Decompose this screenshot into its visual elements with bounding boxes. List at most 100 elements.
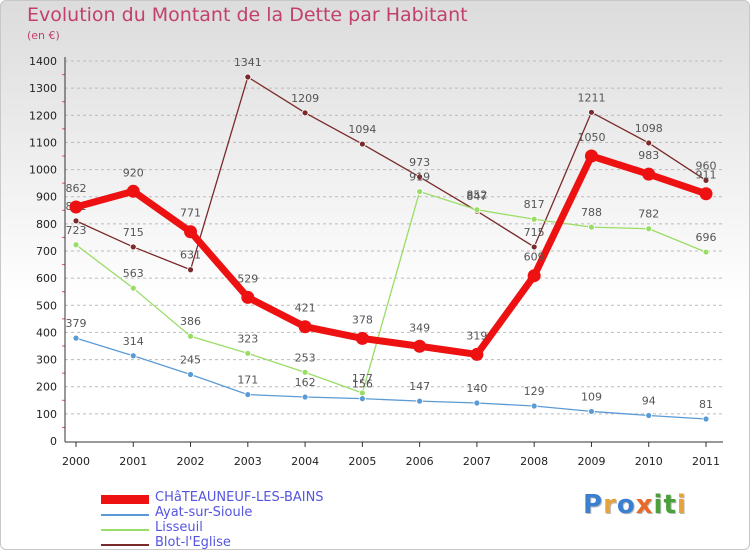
data-point-ayat-sur-sioule xyxy=(72,334,80,342)
data-point-ayat-sur-sioule xyxy=(530,402,538,410)
data-point-blot-l-eglise xyxy=(72,217,80,225)
data-label-lisseuil: 782 xyxy=(638,208,659,221)
legend-label: CHâTEAUNEUF-LES-BAINS xyxy=(155,490,324,505)
data-label-ch-teauneuf-les-bains: 609 xyxy=(524,251,545,264)
x-tick-label: 2001 xyxy=(119,455,147,468)
x-tick-label: 2003 xyxy=(234,455,262,468)
data-point-ch-teauneuf-les-bains xyxy=(355,331,369,345)
data-point-ayat-sur-sioule xyxy=(416,397,424,405)
data-label-ayat-sur-sioule: 162 xyxy=(295,376,316,389)
data-point-blot-l-eglise xyxy=(358,140,366,148)
data-point-lisseuil xyxy=(416,188,424,195)
data-label-lisseuil: 323 xyxy=(237,332,258,345)
x-tick-label: 2006 xyxy=(406,455,434,468)
proxiti-logo: Proxiti xyxy=(583,490,687,520)
data-label-ch-teauneuf-les-bains: 771 xyxy=(180,207,201,220)
legend-label: Lisseuil xyxy=(155,520,203,535)
data-point-ayat-sur-sioule xyxy=(129,352,137,360)
data-label-ayat-sur-sioule: 171 xyxy=(237,374,258,387)
logo-letter: P xyxy=(583,490,604,520)
x-tick-label: 2002 xyxy=(177,455,205,468)
y-tick-label: 300 xyxy=(36,354,57,367)
data-point-blot-l-eglise xyxy=(530,243,538,251)
data-label-lisseuil: 788 xyxy=(581,206,602,219)
data-point-lisseuil xyxy=(473,206,481,214)
data-label-lisseuil: 386 xyxy=(180,315,201,328)
data-point-blot-l-eglise xyxy=(187,266,194,274)
y-tick-label: 800 xyxy=(36,218,57,231)
x-tick-label: 2009 xyxy=(577,455,605,468)
y-tick-label: 400 xyxy=(36,326,57,339)
data-label-blot-l-eglise: 715 xyxy=(123,226,144,239)
chart-title: Evolution du Montant de la Dette par Hab… xyxy=(27,4,468,26)
data-point-ch-teauneuf-les-bains xyxy=(413,339,427,353)
logo-letter: x xyxy=(635,490,654,520)
y-tick-label: 200 xyxy=(36,381,57,394)
logo-letter: o xyxy=(616,490,636,520)
data-point-ayat-sur-sioule xyxy=(187,371,194,378)
data-label-ch-teauneuf-les-bains: 920 xyxy=(123,166,144,179)
data-label-blot-l-eglise: 973 xyxy=(409,156,430,169)
data-label-lisseuil: 696 xyxy=(696,231,717,244)
legend-label: Blot-l'Eglise xyxy=(155,535,231,550)
x-tick-label: 2005 xyxy=(348,455,376,468)
data-label-ayat-sur-sioule: 379 xyxy=(66,317,87,330)
data-label-ayat-sur-sioule: 156 xyxy=(352,378,373,391)
chart-unit: (en €) xyxy=(27,29,60,42)
data-point-ayat-sur-sioule xyxy=(702,415,710,423)
data-point-ayat-sur-sioule xyxy=(473,399,481,407)
data-point-blot-l-eglise xyxy=(416,173,424,181)
logo-letter: r xyxy=(603,490,617,520)
logo-letter: i xyxy=(676,490,687,520)
data-point-ayat-sur-sioule xyxy=(645,412,653,419)
data-point-lisseuil xyxy=(645,225,653,233)
data-point-ayat-sur-sioule xyxy=(358,395,366,403)
y-tick-label: 1000 xyxy=(29,164,57,177)
data-label-ch-teauneuf-les-bains: 529 xyxy=(237,272,258,285)
data-label-ayat-sur-sioule: 245 xyxy=(180,354,201,367)
legend-swatch xyxy=(101,495,149,504)
data-label-lisseuil: 723 xyxy=(66,224,87,237)
x-tick-label: 2008 xyxy=(520,455,548,468)
data-point-blot-l-eglise xyxy=(588,108,595,116)
data-label-lisseuil: 817 xyxy=(524,198,545,211)
data-point-ch-teauneuf-les-bains xyxy=(642,167,656,181)
data-label-lisseuil: 919 xyxy=(409,171,430,184)
data-label-blot-l-eglise: 1211 xyxy=(577,91,605,104)
y-tick-label: 100 xyxy=(36,408,57,421)
data-point-ch-teauneuf-les-bains xyxy=(126,184,140,198)
legend-swatch xyxy=(101,529,149,531)
data-point-ayat-sur-sioule xyxy=(588,408,595,415)
data-point-blot-l-eglise xyxy=(129,243,137,251)
x-tick-label: 2011 xyxy=(692,455,720,468)
logo-letter: t xyxy=(663,490,677,520)
data-label-ayat-sur-sioule: 129 xyxy=(524,385,545,398)
data-label-ch-teauneuf-les-bains: 983 xyxy=(638,149,659,162)
data-label-blot-l-eglise: 847 xyxy=(466,190,487,203)
data-point-blot-l-eglise xyxy=(244,73,252,81)
data-point-ch-teauneuf-les-bains xyxy=(584,149,598,163)
data-label-blot-l-eglise: 1341 xyxy=(234,56,262,69)
series-line-ayat-sur-sioule xyxy=(75,337,707,420)
x-tick-label: 2004 xyxy=(291,455,319,468)
y-tick-label: 700 xyxy=(36,245,57,258)
legend-swatch xyxy=(101,514,149,516)
x-tick-label: 2007 xyxy=(463,455,491,468)
data-label-ayat-sur-sioule: 81 xyxy=(699,398,713,411)
data-label-lisseuil: 253 xyxy=(295,351,316,364)
x-tick-label: 2000 xyxy=(62,455,90,468)
data-point-ch-teauneuf-les-bains xyxy=(241,290,255,304)
data-label-ch-teauneuf-les-bains: 349 xyxy=(409,321,430,334)
data-point-lisseuil xyxy=(358,389,366,397)
legend-label: Ayat-sur-Sioule xyxy=(155,505,253,520)
data-label-blot-l-eglise: 715 xyxy=(524,226,545,239)
data-label-blot-l-eglise: 1209 xyxy=(291,92,319,105)
line-chart: 0 100 200 300 400 500 600 700 800 900 1000 1100 1200… xyxy=(29,55,723,468)
data-point-lisseuil xyxy=(129,284,137,292)
series-line-ch-teauneuf-les-bains xyxy=(72,152,710,358)
data-label-ch-teauneuf-les-bains: 1050 xyxy=(577,131,605,144)
data-label-blot-l-eglise: 960 xyxy=(696,159,717,172)
data-point-blot-l-eglise xyxy=(301,109,309,117)
data-label-blot-l-eglise: 631 xyxy=(180,249,201,262)
